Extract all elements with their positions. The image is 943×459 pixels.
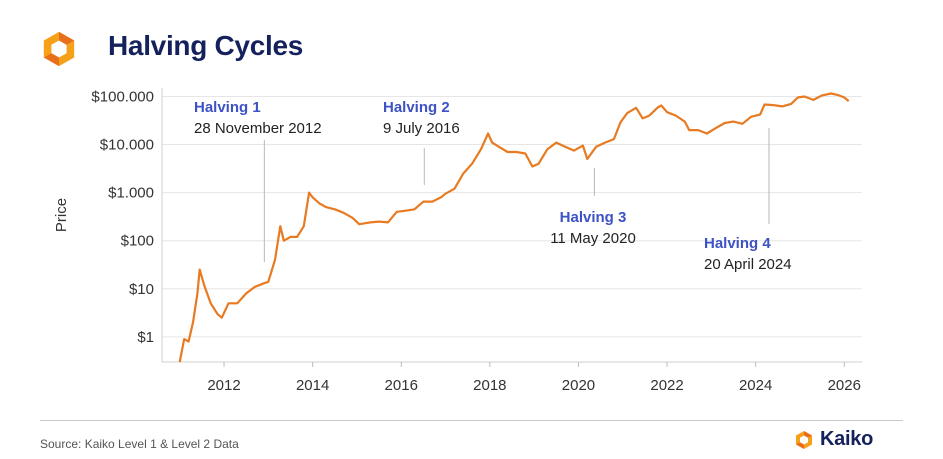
y-tick-label: $1: [137, 329, 154, 346]
y-tick-label: $100: [121, 233, 154, 250]
x-tick-label: 2018: [473, 377, 506, 394]
footer-divider: [40, 420, 903, 421]
x-tick-label: 2022: [650, 377, 683, 394]
y-tick-label: $10.000: [100, 137, 154, 154]
price-series-line: [178, 92, 850, 363]
kaiko-logo-icon: [43, 31, 75, 67]
x-tick-label: 2020: [562, 377, 595, 394]
x-tick-label: 2026: [828, 377, 861, 394]
page-title: Halving Cycles: [108, 30, 303, 61]
y-axis-title: Price: [53, 198, 70, 232]
brand-mark: Kaiko: [794, 428, 873, 451]
x-tick-label: 2014: [296, 377, 329, 394]
x-tick-label: 2024: [739, 377, 772, 394]
halving-3-title: Halving 3: [560, 209, 627, 226]
y-tick-label: $1.000: [108, 185, 154, 202]
x-tick-label: 2016: [385, 377, 418, 394]
y-tick-label: $10: [129, 281, 154, 298]
kaiko-logo-icon: [796, 430, 813, 449]
halving-3-date: 11 May 2020: [550, 230, 636, 247]
halving-1-date: 28 November 2012: [194, 120, 322, 137]
halving-cycles-chart: $1 $10 $100 $1.000 $10.000 $100.000 2012 2014 2…: [53, 88, 862, 394]
y-tick-label: $100.000: [91, 88, 154, 105]
halving-2-title: Halving 2: [383, 99, 450, 116]
halving-2-date: 9 July 2016: [383, 120, 460, 137]
halving-4-date: 20 April 2024: [704, 256, 792, 273]
x-tick-label: 2012: [207, 377, 240, 394]
brand-name: Kaiko: [820, 428, 873, 450]
halving-4-title: Halving 4: [704, 235, 771, 252]
source-note: Source: Kaiko Level 1 & Level 2 Data: [40, 437, 239, 451]
halving-1-title: Halving 1: [194, 99, 261, 116]
